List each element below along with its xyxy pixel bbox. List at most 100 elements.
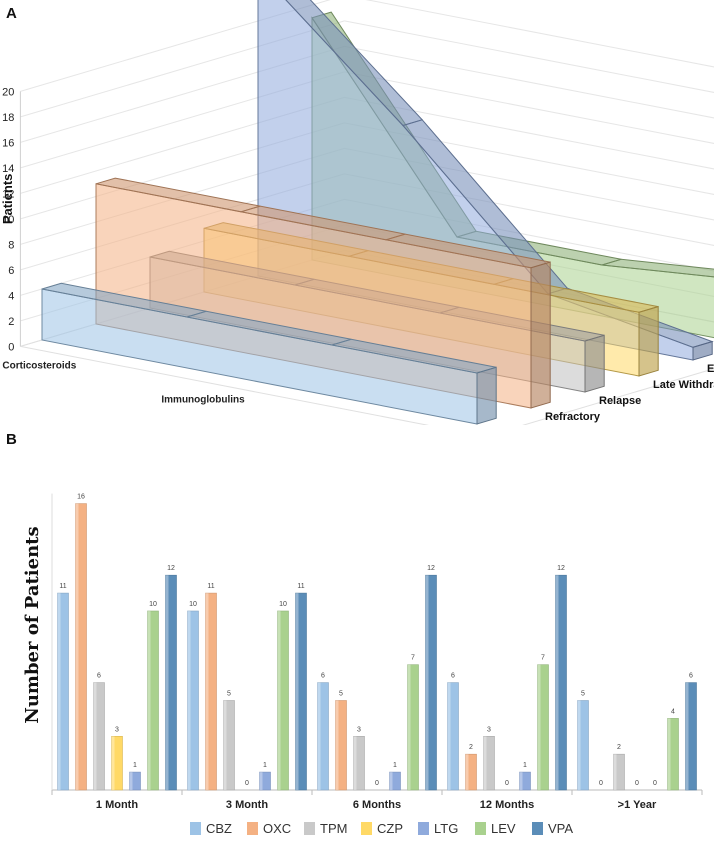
legend-label-oxc: OXC bbox=[263, 821, 291, 836]
ribbon-end-cap bbox=[530, 261, 551, 409]
y-tick-label: 8 bbox=[8, 239, 14, 251]
bar-highlight bbox=[205, 593, 209, 790]
legend-swatch-lev bbox=[475, 822, 486, 835]
bar-highlight bbox=[165, 575, 169, 790]
legend-swatch-ltg bbox=[418, 822, 429, 835]
legend-swatch-cbz bbox=[190, 822, 201, 835]
grid-line-back bbox=[344, 96, 714, 170]
chart-a-ribbons bbox=[41, 0, 714, 425]
x-tick-label-6-months: 6 Months bbox=[353, 799, 401, 811]
bar-vpa-1-year bbox=[685, 682, 697, 791]
bar-ltg-6-months bbox=[389, 771, 401, 791]
bar-tpm-3-month bbox=[223, 700, 235, 791]
bar-highlight bbox=[425, 575, 429, 790]
data-label: 11 bbox=[297, 583, 304, 590]
legend-label-cbz: CBZ bbox=[206, 821, 232, 836]
bar-highlight bbox=[685, 682, 689, 790]
data-label: 4 bbox=[671, 708, 675, 715]
bar-highlight bbox=[259, 772, 263, 790]
data-label: 12 bbox=[167, 565, 175, 572]
bar-lev-12-months bbox=[537, 664, 549, 791]
bar-highlight bbox=[353, 736, 357, 790]
x-tick-label-3-month: 3 Month bbox=[226, 799, 268, 811]
series-label-refractory: Refractory bbox=[545, 411, 601, 423]
data-label: 1 bbox=[133, 762, 137, 769]
data-label: 11 bbox=[207, 583, 214, 590]
data-label: 10 bbox=[149, 601, 157, 608]
panel-a-label: A bbox=[6, 5, 17, 22]
y-tick-label: 2 bbox=[8, 316, 14, 328]
grid-line-back bbox=[344, 71, 714, 144]
y-tick-label: 14 bbox=[2, 163, 14, 175]
grid-line-back bbox=[344, 45, 714, 119]
bar-highlight bbox=[335, 700, 339, 790]
data-label: 11 bbox=[59, 583, 66, 590]
bar-cbz-1-month bbox=[57, 592, 69, 791]
grid-line-back bbox=[344, 20, 714, 93]
chart-a-labels: No AEDsEarly WithdrawLate WithdrawRelaps… bbox=[2, 360, 714, 423]
data-label: 0 bbox=[599, 780, 603, 787]
data-label: 6 bbox=[451, 673, 455, 680]
data-label: 10 bbox=[279, 601, 287, 608]
ribbon-death bbox=[41, 282, 497, 425]
legend-swatch-oxc bbox=[247, 822, 258, 835]
bar-vpa-1-month bbox=[165, 574, 177, 791]
bar-highlight bbox=[147, 611, 151, 790]
bar-highlight bbox=[223, 700, 227, 790]
bar-highlight bbox=[407, 664, 411, 790]
bar-highlight bbox=[447, 682, 451, 790]
legend-label-ltg: LTG bbox=[434, 821, 458, 836]
data-label: 0 bbox=[505, 780, 509, 787]
chart-b-legend: CBZ OXC TPM CZP LTG LEV VPA bbox=[190, 821, 573, 836]
bar-czp-1-month bbox=[111, 735, 123, 791]
data-label: 5 bbox=[339, 691, 343, 698]
ribbon-end-cap bbox=[638, 305, 659, 377]
data-label: 0 bbox=[245, 780, 249, 787]
bar-highlight bbox=[537, 664, 541, 790]
bar-vpa-12-months bbox=[555, 574, 567, 791]
bar-highlight bbox=[389, 772, 393, 790]
data-label: 0 bbox=[653, 780, 657, 787]
data-label: 0 bbox=[375, 780, 379, 787]
bar-highlight bbox=[667, 718, 671, 790]
series-label-relapse: Relapse bbox=[599, 395, 641, 407]
bar-oxc-3-month bbox=[205, 592, 217, 791]
bar-highlight bbox=[317, 682, 321, 790]
bar-highlight bbox=[519, 772, 523, 790]
bar-highlight bbox=[111, 736, 115, 790]
bar-cbz-12-months bbox=[447, 682, 459, 791]
ribbon-end-cap bbox=[584, 334, 605, 393]
bar-highlight bbox=[295, 593, 299, 790]
data-label: 1 bbox=[263, 762, 267, 769]
legend-label-vpa: VPA bbox=[548, 821, 573, 836]
bar-cbz-3-month bbox=[187, 610, 199, 791]
series-label-early-withdraw: Early Withdraw bbox=[707, 363, 714, 375]
data-label: 10 bbox=[189, 601, 197, 608]
ribbon-end-cap bbox=[476, 366, 497, 425]
legend-label-czp: CZP bbox=[377, 821, 403, 836]
bar-oxc-12-months bbox=[465, 753, 477, 791]
bar-oxc-6-months bbox=[335, 700, 347, 791]
y-tick-label: 16 bbox=[2, 137, 14, 149]
data-label: 6 bbox=[97, 673, 101, 680]
y-tick-label: 4 bbox=[8, 290, 14, 302]
bar-highlight bbox=[277, 611, 281, 790]
bar-highlight bbox=[577, 700, 581, 790]
x-tick-label-1-month: 1 Month bbox=[96, 799, 138, 811]
bar-highlight bbox=[57, 593, 61, 790]
bar-highlight bbox=[93, 682, 97, 790]
legend-swatch-tpm bbox=[304, 822, 315, 835]
legend-swatch-czp bbox=[361, 822, 372, 835]
data-label: 5 bbox=[581, 691, 585, 698]
data-label: 6 bbox=[321, 673, 325, 680]
x-tick-label-1-year: >1 Year bbox=[618, 799, 657, 811]
data-label: 1 bbox=[523, 762, 527, 769]
data-label: 2 bbox=[469, 744, 473, 751]
legend-swatch-vpa bbox=[532, 822, 543, 835]
data-label: 7 bbox=[541, 655, 545, 662]
ribbon-top-segment bbox=[601, 258, 714, 278]
bar-tpm-6-months bbox=[353, 735, 365, 791]
data-label: 0 bbox=[635, 780, 639, 787]
